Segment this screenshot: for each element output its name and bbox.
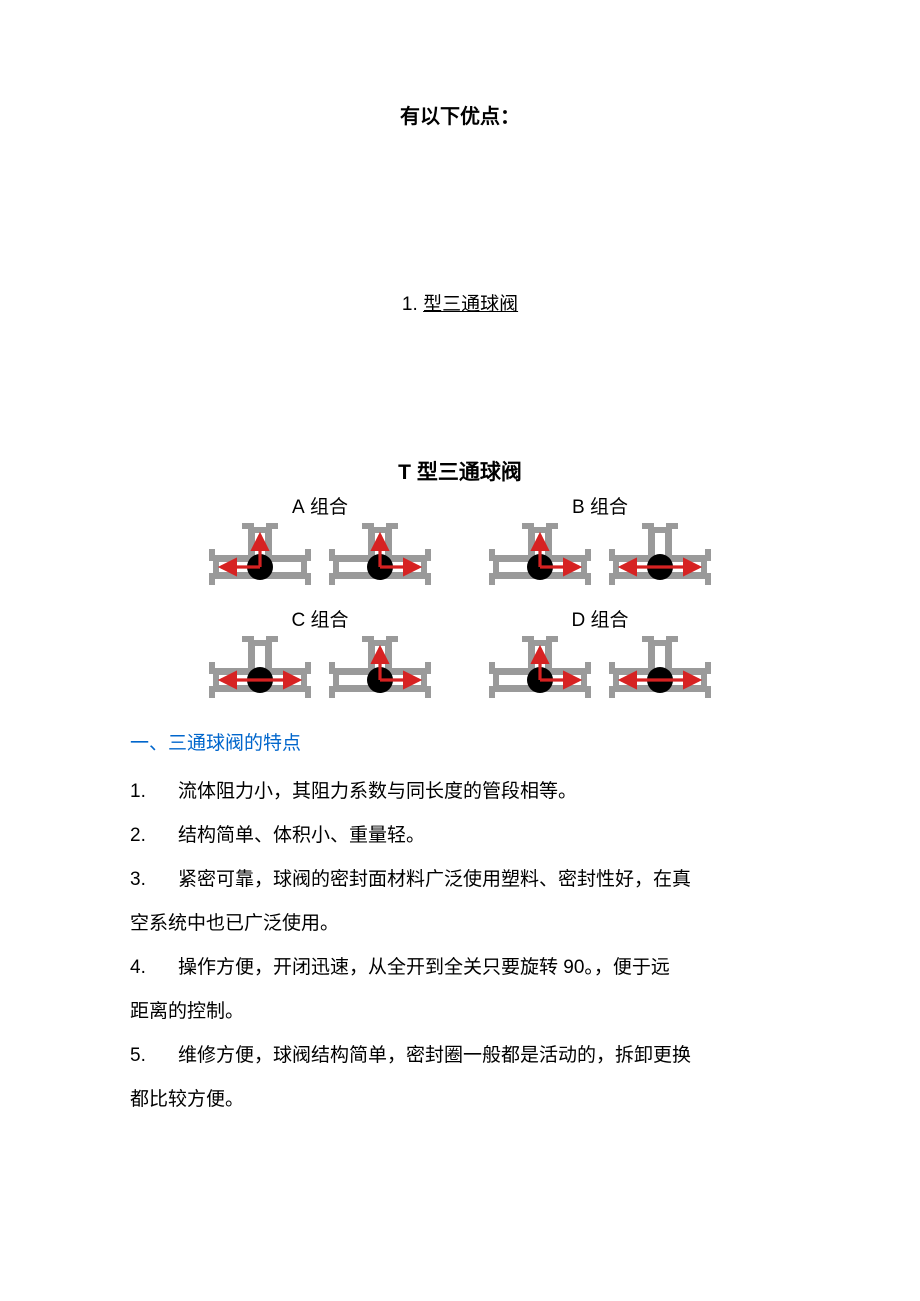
list-item-continuation: 都比较方便。: [130, 1081, 790, 1119]
list-item-number: 3.: [130, 861, 178, 899]
list-item: 2.结构简单、体积小、重量轻。: [130, 817, 790, 855]
valve-group-label: D 组合: [480, 605, 720, 632]
list-item-continuation: 空系统中也已广泛使用。: [130, 905, 790, 943]
list-item-number: 5.: [130, 1037, 178, 1075]
valve-group-label-latin: A: [292, 497, 305, 518]
list-item-text: 操作方便，开闭迅速，从全开到全关只要旋转: [178, 957, 563, 978]
valve-group-label: B 组合: [480, 492, 720, 519]
valve-group-label-latin: C: [291, 610, 305, 631]
valve-group-label-cn: 组合: [590, 497, 628, 518]
list-item-text: 维修方便，球阀结构简单，密封圈一般都是活动的，拆卸更换: [178, 1045, 691, 1066]
list-item: 3.紧密可靠，球阀的密封面材料广泛使用塑料、密封性好，在真: [130, 861, 790, 899]
list-item: 5.维修方便，球阀结构简单，密封圈一般都是活动的，拆卸更换: [130, 1037, 790, 1075]
feature-list: 1.流体阻力小，其阻力系数与同长度的管段相等。2.结构简单、体积小、重量轻。3.…: [130, 773, 790, 1119]
diagram-title-latin: T: [398, 461, 411, 484]
valve-pair: [200, 634, 440, 708]
valve-pair: [480, 521, 720, 595]
page-subtitle: 1. 型三通球阀: [130, 289, 790, 316]
valve-group-label-cn: 组合: [310, 497, 348, 518]
valve-icon: [605, 634, 715, 708]
valve-diagram: T 型三通球阀 A 组合B 组合C 组合D 组合: [130, 456, 790, 708]
list-item: 1.流体阻力小，其阻力系数与同长度的管段相等。: [130, 773, 790, 811]
valve-grid: A 组合B 组合C 组合D 组合: [200, 492, 720, 708]
valve-group-label-cn: 组合: [591, 610, 629, 631]
valve-group: B 组合: [480, 492, 720, 595]
subtitle-text: 型三通球阀: [423, 294, 518, 315]
valve-pair: [480, 634, 720, 708]
valve-group-label-latin: B: [572, 497, 585, 518]
valve-icon: [205, 521, 315, 595]
valve-pair: [200, 521, 440, 595]
valve-group-label-latin: D: [571, 610, 585, 631]
valve-icon: [485, 521, 595, 595]
diagram-title-cn: 型三通球阀: [417, 461, 522, 484]
list-item-text: 。，便于远: [584, 957, 670, 978]
list-item-inline-number: 90: [563, 957, 584, 978]
list-item-number: 2.: [130, 817, 178, 855]
subtitle-number: 1.: [402, 294, 418, 315]
diagram-title: T 型三通球阀: [130, 456, 790, 486]
list-item-text: 结构简单、体积小、重量轻。: [178, 825, 425, 846]
page-title: 有以下优点：: [130, 100, 790, 129]
valve-group: D 组合: [480, 605, 720, 708]
valve-icon: [485, 634, 595, 708]
valve-group-label-cn: 组合: [311, 610, 349, 631]
list-item: 4.操作方便，开闭迅速，从全开到全关只要旋转 90。，便于远: [130, 949, 790, 987]
valve-icon: [325, 521, 435, 595]
valve-group: C 组合: [200, 605, 440, 708]
list-item-continuation: 距离的控制。: [130, 993, 790, 1031]
section-heading: 一、三通球阀的特点: [130, 728, 790, 755]
valve-group-label: C 组合: [200, 605, 440, 632]
valve-icon: [325, 634, 435, 708]
document-page: 有以下优点： 1. 型三通球阀 T 型三通球阀 A 组合B 组合C 组合D 组合…: [0, 0, 920, 1185]
valve-icon: [605, 521, 715, 595]
list-item-text: 流体阻力小，其阻力系数与同长度的管段相等。: [178, 781, 577, 802]
valve-group: A 组合: [200, 492, 440, 595]
list-item-number: 1.: [130, 773, 178, 811]
valve-group-label: A 组合: [200, 492, 440, 519]
valve-icon: [205, 634, 315, 708]
list-item-number: 4.: [130, 949, 178, 987]
list-item-text: 紧密可靠，球阀的密封面材料广泛使用塑料、密封性好，在真: [178, 869, 691, 890]
